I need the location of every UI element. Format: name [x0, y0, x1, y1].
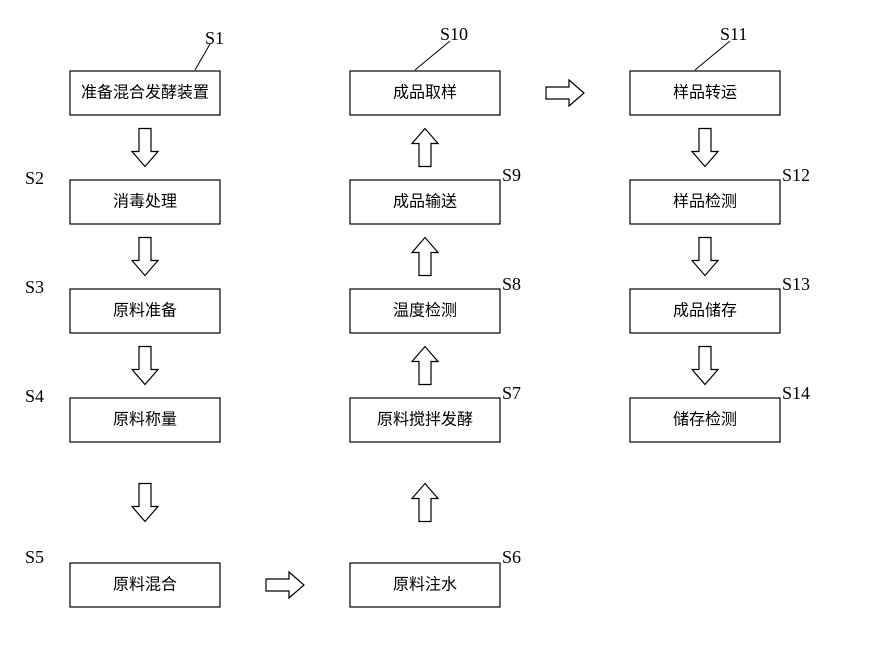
node-label: 成品输送 — [393, 193, 457, 211]
leader-line — [415, 41, 450, 70]
node-label: 样品检测 — [673, 193, 737, 211]
step-id-label: S4 — [25, 386, 44, 406]
flow-arrow — [692, 238, 718, 276]
flow-node-s14: 储存检测 — [630, 398, 780, 442]
step-id-label: S11 — [720, 24, 747, 44]
step-id-label: S1 — [205, 28, 224, 48]
node-label: 储存检测 — [673, 411, 737, 429]
flow-arrow — [412, 484, 438, 522]
flow-arrow — [132, 347, 158, 385]
flow-arrow — [412, 347, 438, 385]
node-label: 原料搅拌发酵 — [377, 411, 473, 429]
flow-arrow — [132, 484, 158, 522]
node-label: 成品储存 — [673, 302, 737, 320]
step-id-label: S5 — [25, 547, 44, 567]
flow-node-s6: 原料注水 — [350, 563, 500, 607]
flow-arrow — [692, 129, 718, 167]
step-id-label: S10 — [440, 24, 468, 44]
node-label: 原料注水 — [393, 576, 457, 594]
flow-node-s8: 温度检测 — [350, 289, 500, 333]
flow-arrow — [132, 238, 158, 276]
flow-node-s1: 准备混合发酵装置 — [70, 71, 220, 115]
flow-node-s2: 消毒处理 — [70, 180, 220, 224]
node-label: 原料准备 — [113, 302, 177, 320]
node-label: 准备混合发酵装置 — [81, 84, 209, 102]
flow-arrow — [546, 80, 584, 106]
flow-arrow — [412, 129, 438, 167]
leader-line — [695, 41, 730, 70]
flow-node-s10: 成品取样 — [350, 71, 500, 115]
step-id-label: S14 — [782, 383, 810, 403]
node-label: 温度检测 — [393, 302, 457, 320]
flow-arrow — [266, 572, 304, 598]
flow-node-s9: 成品输送 — [350, 180, 500, 224]
flow-node-s11: 样品转运 — [630, 71, 780, 115]
step-id-label: S3 — [25, 277, 44, 297]
step-id-label: S7 — [502, 383, 521, 403]
flow-node-s12: 样品检测 — [630, 180, 780, 224]
flow-arrow — [412, 238, 438, 276]
flow-node-s3: 原料准备 — [70, 289, 220, 333]
flow-node-s13: 成品储存 — [630, 289, 780, 333]
node-label: 成品取样 — [393, 84, 457, 102]
node-label: 原料混合 — [113, 576, 177, 594]
node-label: 消毒处理 — [113, 193, 177, 211]
flow-node-s7: 原料搅拌发酵 — [350, 398, 500, 442]
step-id-label: S6 — [502, 547, 521, 567]
flow-arrow — [132, 129, 158, 167]
flow-node-s5: 原料混合 — [70, 563, 220, 607]
node-label: 样品转运 — [673, 84, 737, 102]
step-id-label: S13 — [782, 274, 810, 294]
step-id-label: S8 — [502, 274, 521, 294]
flow-node-s4: 原料称量 — [70, 398, 220, 442]
step-id-label: S2 — [25, 168, 44, 188]
step-id-label: S9 — [502, 165, 521, 185]
step-id-label: S12 — [782, 165, 810, 185]
flow-arrow — [692, 347, 718, 385]
node-label: 原料称量 — [113, 411, 177, 429]
